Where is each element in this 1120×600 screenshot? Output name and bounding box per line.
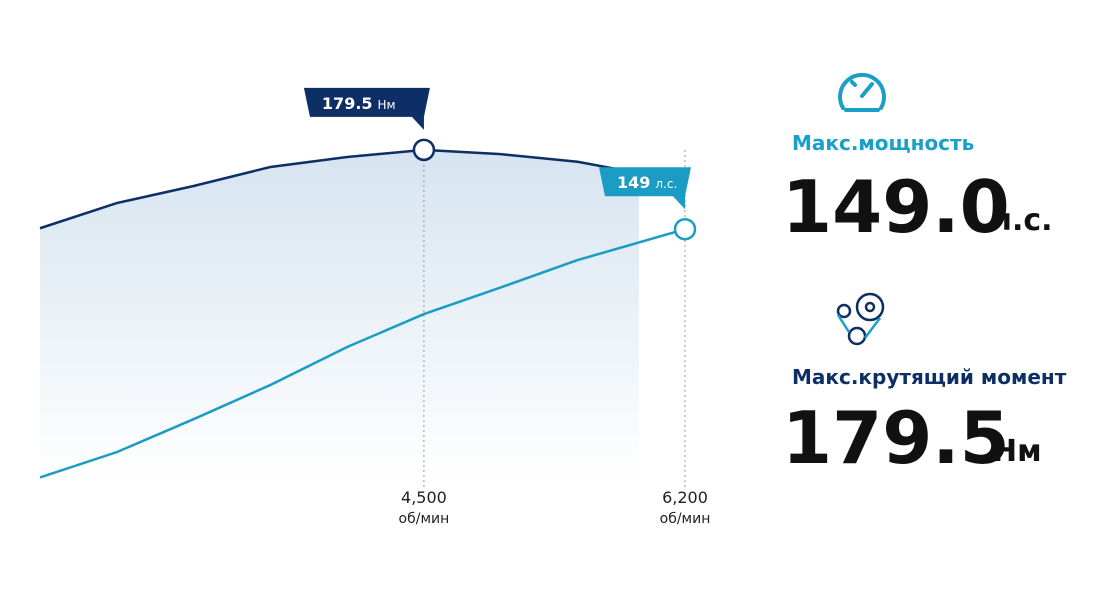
stat-value: 179.5 bbox=[782, 396, 1010, 480]
callout-value: 149 bbox=[617, 173, 650, 192]
torque-icon bbox=[836, 292, 885, 346]
stat-unit: л.с. bbox=[990, 203, 1053, 238]
callout-value: 179.5 bbox=[322, 94, 373, 113]
line bbox=[39, 148, 640, 230]
callout bbox=[303, 87, 430, 130]
area bbox=[40, 149, 639, 480]
callout-text: 149 л.с. bbox=[617, 173, 677, 192]
peak-marker bbox=[412, 138, 436, 162]
stat-label: Макс.крутящий момент bbox=[792, 365, 1067, 389]
line bbox=[39, 227, 686, 479]
stat-unit: Нм bbox=[992, 434, 1042, 469]
x-tick-label: 4,500 bbox=[401, 488, 447, 507]
x-unit-label: об/мин bbox=[660, 511, 711, 527]
power-icon bbox=[838, 72, 886, 112]
callout bbox=[599, 167, 691, 210]
callout-text: 179.5 Нм bbox=[322, 94, 396, 113]
stat-value: 149.0 bbox=[782, 165, 1010, 249]
x-unit-label: об/мин bbox=[399, 511, 450, 527]
callout-unit: Нм bbox=[378, 98, 396, 112]
callout-unit: л.с. bbox=[655, 177, 677, 191]
x-tick-label: 6,200 bbox=[662, 488, 708, 507]
stat-label: Макс.мощность bbox=[792, 131, 974, 155]
peak-marker bbox=[673, 217, 697, 241]
